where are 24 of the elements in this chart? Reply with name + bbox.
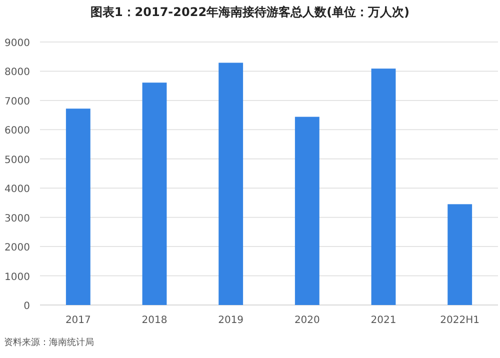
- x-tick-label: 2022H1: [440, 315, 480, 326]
- bar: [294, 116, 320, 305]
- title: 图表1：2017-2022年海南接待游客总人数(单位：万人次): [90, 5, 410, 19]
- bar: [218, 62, 244, 305]
- y-tick-label: 6000: [4, 126, 30, 137]
- y-tick-label: 7000: [4, 96, 30, 108]
- y-tick-label: 4000: [4, 184, 30, 196]
- x-tick-label: 2017: [65, 315, 91, 326]
- bar: [66, 108, 90, 305]
- x-tick-label: 2021: [370, 315, 396, 326]
- y-tick-label: 5000: [4, 154, 30, 166]
- y-tick-label: 0: [24, 301, 30, 312]
- bar: [142, 82, 167, 305]
- x-tick-label: 2018: [142, 315, 168, 326]
- y-tick-label: 2000: [4, 242, 30, 254]
- text: 资料来源：海南统计局: [4, 337, 94, 348]
- x-tick-label: 2019: [218, 315, 244, 326]
- y-tick-label: 1000: [4, 272, 30, 283]
- x-tick-label: 2020: [294, 315, 320, 326]
- y-tick-label: 3000: [4, 213, 30, 224]
- bar: [448, 204, 472, 305]
- y-tick-label: 9000: [4, 38, 30, 49]
- y-tick-label: 8000: [4, 67, 30, 78]
- bar: [371, 68, 396, 305]
